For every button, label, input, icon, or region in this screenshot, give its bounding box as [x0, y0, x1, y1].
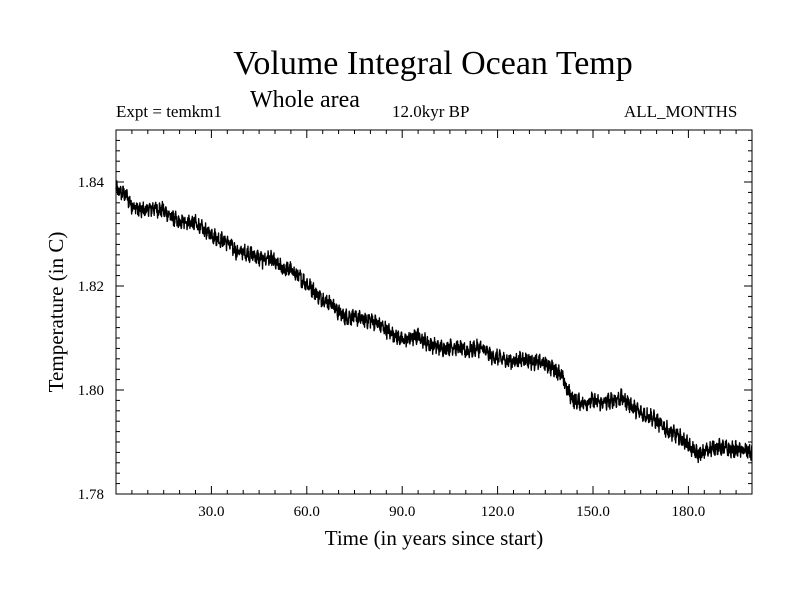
x-tick-label: 150.0 — [576, 504, 610, 520]
x-tick-label: 90.0 — [389, 504, 415, 520]
plot-frame — [115, 129, 753, 495]
chart-title: Volume Integral Ocean Temp — [233, 45, 633, 82]
y-axis-label: Temperature (in C) — [44, 232, 68, 393]
y-tick-label: 1.80 — [78, 383, 104, 399]
x-tick-label: 30.0 — [198, 504, 224, 520]
x-tick-label: 120.0 — [481, 504, 515, 520]
months-label: ALL_MONTHS — [624, 102, 738, 121]
experiment-label: Expt = temkm1 — [116, 102, 222, 121]
series-line — [115, 180, 753, 464]
series-layer — [115, 180, 753, 464]
x-tick-label: 60.0 — [294, 504, 320, 520]
x-tick-label: 180.0 — [672, 504, 706, 520]
x-axis-ticks: 30.0 60.0 90.0 120.0 150.0 180.0 — [115, 130, 753, 520]
y-axis-ticks: 1.78 1.80 1.82 1.84 — [78, 129, 752, 503]
chart-subtitle: Whole area — [250, 87, 360, 113]
y-tick-label: 1.84 — [78, 175, 105, 191]
x-axis-label: Time (in years since start) — [325, 526, 544, 550]
period-label: 12.0kyr BP — [392, 102, 470, 121]
y-tick-label: 1.78 — [78, 487, 104, 503]
y-tick-label: 1.82 — [78, 279, 104, 295]
